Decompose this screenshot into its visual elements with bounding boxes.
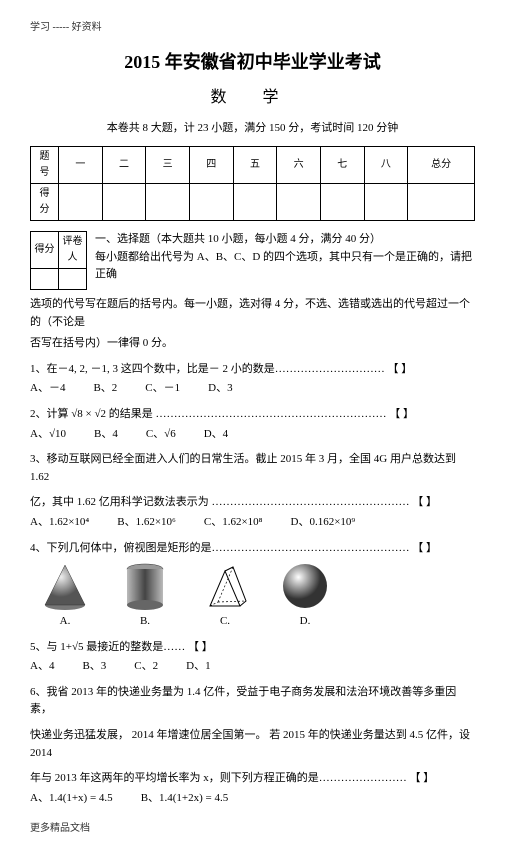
score-cell: 得分 <box>31 183 59 220</box>
question-5-options: A、4 B、3 C、2 D、1 <box>30 658 475 676</box>
option: D、4 <box>204 426 228 444</box>
reviewer-cell <box>59 268 87 289</box>
score-cell: 二 <box>102 146 146 183</box>
option: B、1.4(1+2x) = 4.5 <box>141 790 229 808</box>
option: B、1.62×10⁶ <box>117 514 176 532</box>
score-cell: 八 <box>364 146 408 183</box>
question-6-l2: 快递业务迅猛发展， 2014 年增速位居全国第一。 若 2015 年的快递业务量… <box>30 727 475 762</box>
score-cell <box>364 183 408 220</box>
score-cell <box>233 183 277 220</box>
score-cell <box>320 183 364 220</box>
option: A、－4 <box>30 380 65 398</box>
score-cell: 一 <box>59 146 103 183</box>
shape-label: B. <box>120 613 170 631</box>
question-5: 5、与 1+√5 最接近的整数是…… 【 】 <box>30 639 475 657</box>
option: D、0.162×10⁹ <box>291 514 356 532</box>
question-3-l2: 亿，其中 1.62 亿用科学记数法表示为 ……………………………………………… … <box>30 494 475 512</box>
option: C、√6 <box>146 426 176 444</box>
section-para: 选项的代号写在题后的括号内。每一小题，选对得 4 分，不选、选错或选出的代号超过… <box>30 296 475 331</box>
shape-labels: A. B. C. D. <box>40 613 475 631</box>
option: A、1.4(1+x) = 4.5 <box>30 790 113 808</box>
header-note: 学习 ----- 好资料 <box>30 20 475 36</box>
score-cell <box>189 183 233 220</box>
cylinder-icon <box>120 561 170 611</box>
score-cell: 四 <box>189 146 233 183</box>
reviewer-cell: 评卷人 <box>59 231 87 268</box>
question-3-options: A、1.62×10⁴ B、1.62×10⁶ C、1.62×10⁸ D、0.162… <box>30 514 475 532</box>
cone-icon <box>40 561 90 611</box>
reviewer-table: 得分 评卷人 <box>30 231 87 290</box>
score-cell: 六 <box>277 146 321 183</box>
score-cell <box>146 183 190 220</box>
geometry-shapes <box>40 561 475 611</box>
reviewer-cell: 得分 <box>31 231 59 268</box>
score-cell <box>408 183 475 220</box>
score-cell: 五 <box>233 146 277 183</box>
question-4: 4、下列几何体中，俯视图是矩形的是……………………………………………… 【 】 <box>30 540 475 558</box>
score-cell <box>102 183 146 220</box>
reviewer-cell <box>31 268 59 289</box>
option: D、1 <box>186 658 210 676</box>
shape-label: C. <box>200 613 250 631</box>
option: B、3 <box>82 658 106 676</box>
score-cell: 三 <box>146 146 190 183</box>
section-heading: 一、选择题（本大题共 10 小题，每小题 4 分，满分 40 分） <box>95 231 475 249</box>
option: B、2 <box>93 380 117 398</box>
page-subtitle: 数 学 <box>30 85 475 111</box>
question-1-options: A、－4 B、2 C、－1 D、3 <box>30 380 475 398</box>
option: C、－1 <box>145 380 180 398</box>
question-6-options: A、1.4(1+x) = 4.5 B、1.4(1+2x) = 4.5 <box>30 790 475 808</box>
page-title: 2015 年安徽省初中毕业学业考试 <box>30 48 475 77</box>
section-para: 否写在括号内）一律得 0 分。 <box>30 335 475 353</box>
question-2: 2、计算 √8 × √2 的结果是 ……………………………………………………… … <box>30 406 475 424</box>
exam-info: 本卷共 8 大题，计 23 小题，满分 150 分，考试时间 120 分钟 <box>30 120 475 138</box>
footer-note: 更多精品文档 <box>30 821 475 837</box>
option: A、√10 <box>30 426 66 444</box>
section-note: 每小题都给出代号为 A、B、C、D 的四个选项，其中只有一个是正确的，请把正确 <box>95 249 475 284</box>
option: B、4 <box>94 426 118 444</box>
score-table: 题号 一 二 三 四 五 六 七 八 总分 得分 <box>30 146 475 221</box>
prism-icon <box>200 561 250 611</box>
option: C、2 <box>134 658 158 676</box>
score-cell <box>277 183 321 220</box>
option: D、3 <box>208 380 232 398</box>
question-2-options: A、√10 B、4 C、√6 D、4 <box>30 426 475 444</box>
score-cell: 总分 <box>408 146 475 183</box>
option: A、1.62×10⁴ <box>30 514 89 532</box>
score-cell: 题号 <box>31 146 59 183</box>
option: A、4 <box>30 658 54 676</box>
score-cell <box>59 183 103 220</box>
shape-label: A. <box>40 613 90 631</box>
question-6-l3: 年与 2013 年这两年的平均增长率为 x，则下列方程正确的是…………………… … <box>30 770 475 788</box>
question-3-l1: 3、移动互联网已经全面进入人们的日常生活。截止 2015 年 3 月，全国 4G… <box>30 451 475 486</box>
option: C、1.62×10⁸ <box>204 514 263 532</box>
shape-label: D. <box>280 613 330 631</box>
score-cell: 七 <box>320 146 364 183</box>
question-1: 1、在－4, 2, －1, 3 这四个数中，比是－ 2 小的数是……………………… <box>30 361 475 379</box>
sphere-icon <box>280 561 330 611</box>
